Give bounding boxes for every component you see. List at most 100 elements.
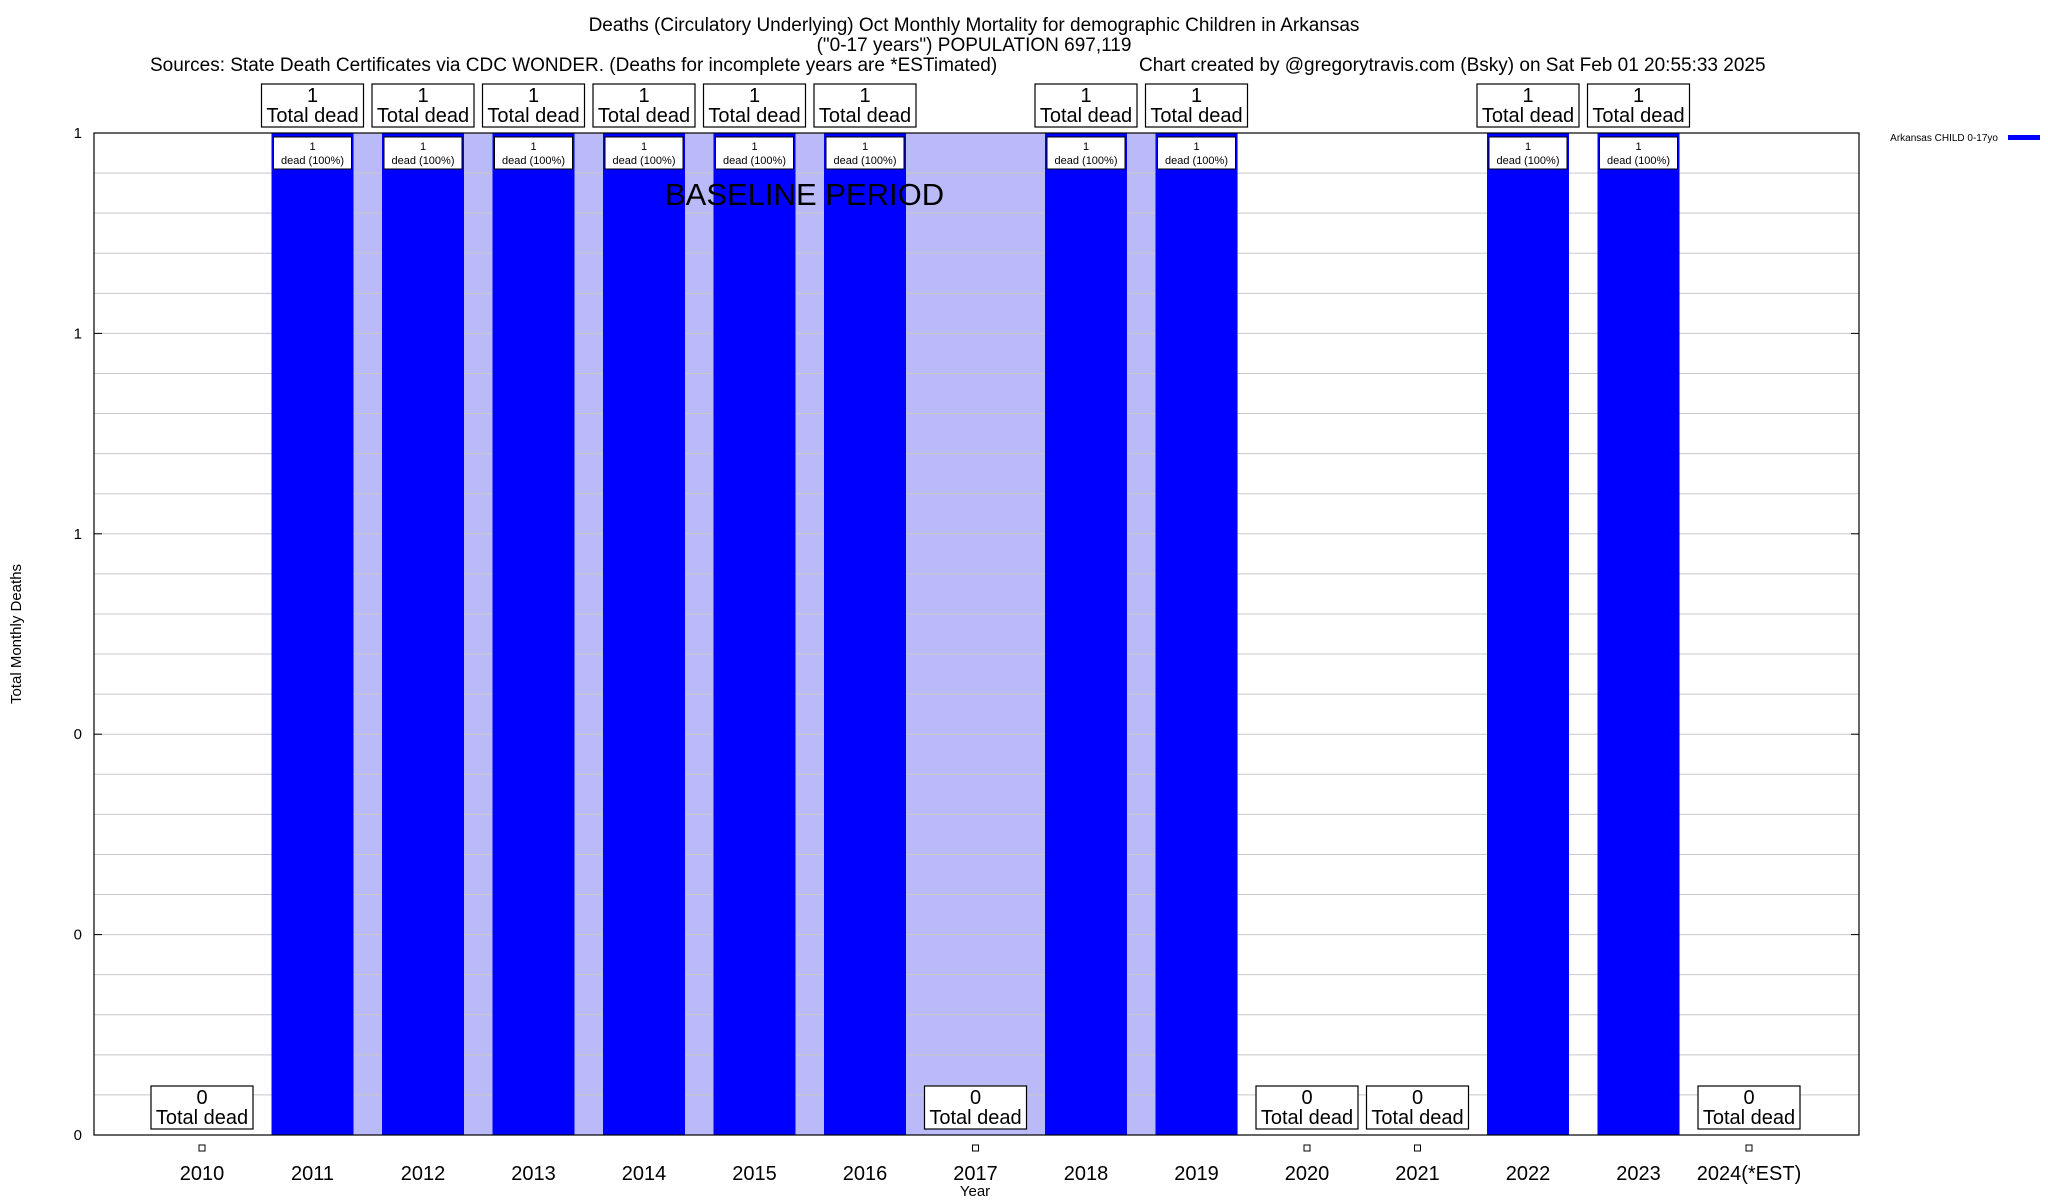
total-label-box bbox=[1365, 1085, 1470, 1130]
bar-inner-value: 1 bbox=[1193, 141, 1199, 153]
bar-inner-label-box bbox=[825, 136, 905, 170]
total-label: Total dead bbox=[1592, 105, 1684, 127]
bar bbox=[713, 133, 796, 1135]
total-value: 0 bbox=[196, 1087, 207, 1109]
total-label-box bbox=[260, 83, 365, 128]
x-tick-label: 2015 bbox=[732, 1163, 777, 1185]
total-label: Total dead bbox=[266, 105, 358, 127]
y-tick-label: 1 bbox=[74, 325, 82, 342]
y-tick-label: 0 bbox=[74, 726, 82, 743]
total-label-box bbox=[481, 83, 586, 128]
bar-inner-label-box bbox=[1488, 136, 1568, 170]
total-label-box bbox=[1144, 83, 1249, 128]
x-tick-label: 2022 bbox=[1506, 1163, 1551, 1185]
legend: Arkansas CHILD 0-17yo bbox=[1890, 133, 2040, 144]
bar bbox=[1155, 133, 1238, 1135]
total-label-box bbox=[592, 83, 696, 128]
bar-inner-label-box bbox=[273, 136, 352, 170]
total-label: Total dead bbox=[1040, 105, 1132, 127]
bar bbox=[271, 133, 354, 1135]
total-value: 1 bbox=[859, 85, 870, 107]
chart-subtitle: ("0-17 years") POPULATION 697,119 bbox=[817, 35, 1132, 56]
plot-frame bbox=[93, 132, 1860, 1136]
bar-inner-value: 1 bbox=[530, 141, 536, 153]
chart-title: Deaths (Circulatory Underlying) Oct Mont… bbox=[589, 15, 1360, 36]
bar bbox=[1045, 133, 1127, 1135]
total-label-box bbox=[702, 83, 807, 128]
y-tick-label: 1 bbox=[74, 125, 82, 142]
total-label: Total dead bbox=[929, 1107, 1021, 1129]
zero-marker bbox=[1745, 1144, 1753, 1152]
bar-inner-label: dead (100%) bbox=[281, 155, 344, 167]
x-axis: 2010 2011 2012 2013 2014 2015 2016 2017 2018 2019… bbox=[180, 1144, 1801, 1185]
total-label-box bbox=[1586, 83, 1691, 128]
x-tick-label: 2023 bbox=[1616, 1163, 1661, 1185]
total-label-box bbox=[923, 1085, 1028, 1130]
bar-inner-label: dead (100%) bbox=[1497, 155, 1560, 167]
total-label-box bbox=[1255, 1085, 1359, 1130]
bar-inner-label-box bbox=[1046, 136, 1126, 170]
total-label: Total dead bbox=[1482, 105, 1574, 127]
y-axis: 0 0 0 1 1 1 bbox=[74, 125, 1859, 1144]
total-value: 1 bbox=[1633, 85, 1644, 107]
bar-inner-label-box bbox=[494, 136, 573, 170]
bar-inner-label-box bbox=[1599, 136, 1678, 170]
bar-inner-value: 1 bbox=[751, 141, 757, 153]
total-label: Total dead bbox=[708, 105, 800, 127]
bar-inner-value: 1 bbox=[641, 141, 647, 153]
x-tick-label: 2012 bbox=[401, 1163, 446, 1185]
total-label-box bbox=[1034, 83, 1138, 128]
total-label: Total dead bbox=[1703, 1107, 1795, 1129]
bar-inner-value: 1 bbox=[420, 141, 426, 153]
total-value: 0 bbox=[1301, 1087, 1312, 1109]
x-tick-label: 2021 bbox=[1395, 1163, 1440, 1185]
bar bbox=[382, 133, 464, 1135]
bar bbox=[603, 133, 685, 1135]
chart-header: Deaths (Circulatory Underlying) Oct Mont… bbox=[150, 15, 1766, 76]
bar bbox=[1487, 133, 1569, 1135]
bar-inner-label-box bbox=[604, 136, 684, 170]
total-label: Total dead bbox=[1371, 1107, 1463, 1129]
total-value: 0 bbox=[1412, 1087, 1423, 1109]
bar-inner-label: dead (100%) bbox=[1055, 155, 1118, 167]
total-value: 1 bbox=[1080, 85, 1091, 107]
legend-label: Arkansas CHILD 0-17yo bbox=[1890, 133, 1998, 144]
total-value: 1 bbox=[307, 85, 318, 107]
total-value: 0 bbox=[970, 1087, 981, 1109]
bar bbox=[492, 133, 575, 1135]
total-label-box bbox=[371, 83, 475, 128]
bar-inner-label: dead (100%) bbox=[834, 155, 897, 167]
chart-credit: Chart created by @gregorytravis.com (Bsk… bbox=[1139, 55, 1766, 76]
total-value: 0 bbox=[1743, 1087, 1754, 1109]
y-axis-label: Total Monthly Deaths bbox=[8, 564, 25, 704]
total-label: Total dead bbox=[377, 105, 469, 127]
y-tick-label: 1 bbox=[74, 526, 82, 543]
legend-swatch bbox=[2008, 135, 2040, 140]
bar-inner-label: dead (100%) bbox=[723, 155, 786, 167]
baseline-label: BASELINE PERIOD bbox=[665, 177, 944, 212]
x-tick-label: 2011 bbox=[291, 1163, 334, 1185]
bar-inner-label: dead (100%) bbox=[1607, 155, 1670, 167]
total-label-box bbox=[1697, 1085, 1801, 1130]
x-axis-label: Year bbox=[960, 1183, 990, 1200]
total-label-box bbox=[1476, 83, 1580, 128]
total-label: Total dead bbox=[819, 105, 911, 127]
x-tick-label: 2010 bbox=[180, 1163, 225, 1185]
bar-inner-label: dead (100%) bbox=[1165, 155, 1228, 167]
x-tick-label: 2017 bbox=[953, 1163, 998, 1185]
x-tick-label: 2016 bbox=[843, 1163, 888, 1185]
total-value: 1 bbox=[638, 85, 649, 107]
bar-inner-value: 1 bbox=[862, 141, 868, 153]
total-label: Total dead bbox=[1150, 105, 1242, 127]
total-value: 1 bbox=[528, 85, 539, 107]
chart-sources: Sources: State Death Certificates via CD… bbox=[150, 55, 997, 76]
total-label: Total dead bbox=[598, 105, 690, 127]
total-label-box bbox=[813, 83, 917, 128]
total-value: 1 bbox=[749, 85, 760, 107]
zero-marker bbox=[1414, 1144, 1421, 1152]
bar bbox=[1597, 133, 1680, 1135]
total-label: Total dead bbox=[1261, 1107, 1353, 1129]
bar-inner-label-box bbox=[1157, 136, 1236, 170]
